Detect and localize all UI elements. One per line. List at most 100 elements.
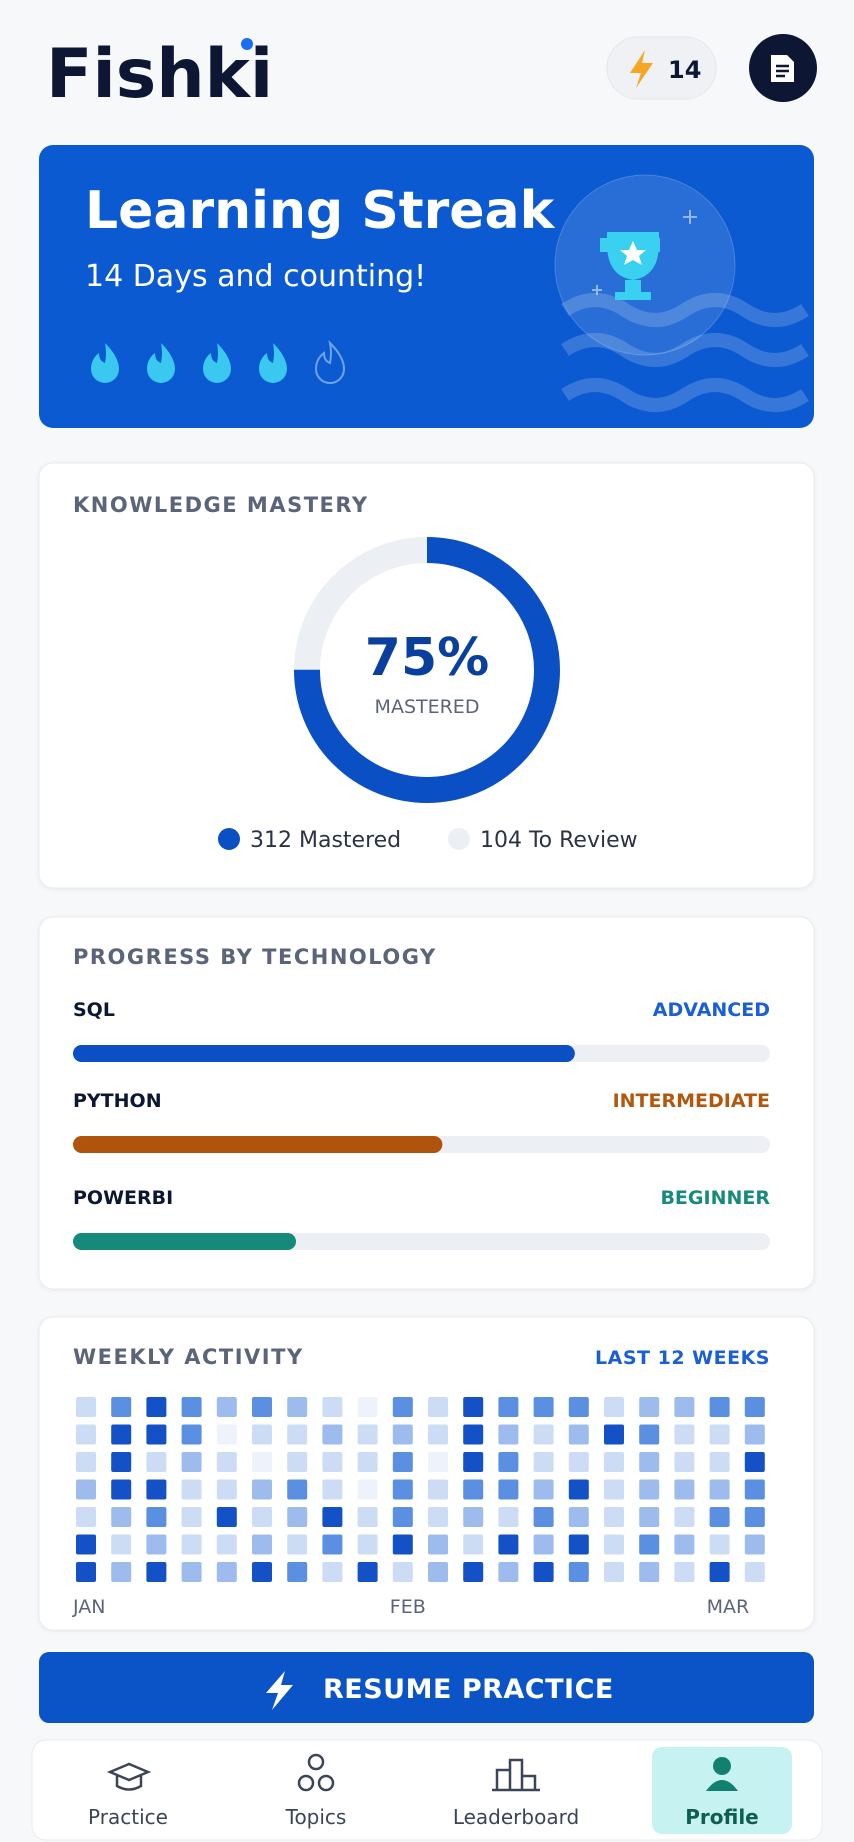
activity-cell [498, 1562, 519, 1582]
mastery-caption: MASTERED [375, 696, 480, 718]
activity-cell [322, 1534, 343, 1555]
card-heading: PROGRESS BY TECHNOLOGY [73, 945, 437, 969]
activity-cell [146, 1397, 167, 1417]
activity-cell [357, 1562, 378, 1582]
activity-cell [674, 1397, 695, 1417]
nav-icons [106, 1753, 540, 1792]
streak-subtitle: 14 Days and counting! [85, 259, 426, 294]
activity-cell [568, 1452, 589, 1472]
activity-cell [428, 1424, 448, 1445]
activity-cell [463, 1452, 484, 1472]
activity-cell [428, 1534, 448, 1555]
activity-cell [111, 1534, 132, 1555]
activity-cell [744, 1397, 765, 1417]
activity-cell [287, 1562, 308, 1582]
bolt-icon [266, 1671, 293, 1710]
bottom-nav: Practice Topics Leaderboard Profile [31, 1739, 823, 1841]
progress-fill [73, 1045, 575, 1062]
card-bg [38, 916, 815, 1290]
activity-cell [709, 1452, 730, 1472]
activity-cell [216, 1479, 237, 1500]
activity-card: WEEKLY ACTIVITY LAST 12 WEEKS JAN FEB MAR [38, 1316, 815, 1631]
icon-topics [307, 1753, 325, 1771]
activity-cell [252, 1507, 272, 1527]
activity-cell [428, 1479, 448, 1500]
avatar-button[interactable] [749, 34, 817, 102]
activity-cell [674, 1507, 695, 1527]
activity-cell [357, 1534, 378, 1555]
doc-icon [771, 55, 794, 82]
activity-cell [181, 1397, 202, 1417]
activity-cell [568, 1424, 589, 1445]
activity-cell [252, 1452, 272, 1472]
flame [203, 343, 231, 383]
card-bg [39, 145, 814, 428]
activity-cell [568, 1507, 589, 1527]
activity-cell [146, 1424, 167, 1445]
legend-label: 312 Mastered [250, 828, 401, 853]
activity-cell [216, 1452, 237, 1472]
logo-dot [241, 38, 253, 50]
flame [259, 343, 287, 383]
nav-label[interactable]: Practice [88, 1805, 168, 1829]
activity-cell [76, 1534, 96, 1555]
activity-cell [639, 1479, 660, 1500]
nav-bg [31, 1739, 823, 1841]
activity-cell [76, 1397, 96, 1417]
activity-cell [674, 1452, 695, 1472]
activity-cell [639, 1452, 660, 1472]
activity-cell [639, 1562, 660, 1582]
tech-name: POWERBI [73, 1187, 173, 1209]
activity-cell [287, 1424, 308, 1445]
activity-cell [463, 1534, 484, 1555]
activity-cell [146, 1452, 167, 1472]
activity-cell [744, 1452, 765, 1472]
app-title: Fishki [46, 35, 273, 114]
activity-cell [252, 1424, 272, 1445]
activity-cell [533, 1479, 554, 1500]
activity-cell [709, 1397, 730, 1417]
activity-cell [498, 1397, 519, 1417]
activity-cell [357, 1397, 378, 1417]
activity-cell [533, 1534, 554, 1555]
activity-cell [709, 1534, 730, 1555]
streak-badge[interactable]: 14 [606, 36, 717, 100]
activity-cell [604, 1507, 624, 1527]
card-heading: WEEKLY ACTIVITY [73, 1345, 304, 1369]
activity-cell [498, 1507, 519, 1527]
activity-cell [287, 1452, 308, 1472]
activity-cell [76, 1562, 96, 1582]
activity-cell [568, 1534, 589, 1555]
month-label: FEB [390, 1596, 426, 1618]
activity-cell [287, 1534, 308, 1555]
activity-cell [498, 1452, 519, 1472]
month-label: MAR [707, 1596, 750, 1618]
activity-cell [252, 1479, 272, 1500]
activity-cell [639, 1424, 660, 1445]
mastery-percent: 75% [365, 628, 489, 688]
activity-cell [744, 1507, 765, 1527]
waves [561, 293, 809, 412]
activity-cell [111, 1562, 132, 1582]
activity-cell [181, 1562, 202, 1582]
activity-cell [322, 1424, 343, 1445]
range-link[interactable]: LAST 12 WEEKS [595, 1347, 770, 1369]
activity-cell [322, 1507, 343, 1527]
badge-bg [606, 36, 717, 100]
icon-leaderboard [492, 1758, 540, 1792]
nav-label[interactable]: Profile [685, 1805, 759, 1829]
resume-button[interactable]: RESUME PRACTICE [39, 1652, 814, 1723]
activity-cell [322, 1562, 343, 1582]
progress-fill [73, 1136, 443, 1153]
activity-cell [498, 1479, 519, 1500]
activity-cell [604, 1452, 624, 1472]
activity-cell [252, 1397, 272, 1417]
nav-label[interactable]: Topics [285, 1805, 347, 1829]
icon-topics [297, 1774, 315, 1792]
activity-cell [111, 1397, 132, 1417]
activity-cell [357, 1424, 378, 1445]
activity-cell [76, 1507, 96, 1527]
icon-topics [317, 1774, 335, 1792]
nav-label[interactable]: Leaderboard [453, 1805, 579, 1829]
activity-cell [392, 1534, 413, 1555]
